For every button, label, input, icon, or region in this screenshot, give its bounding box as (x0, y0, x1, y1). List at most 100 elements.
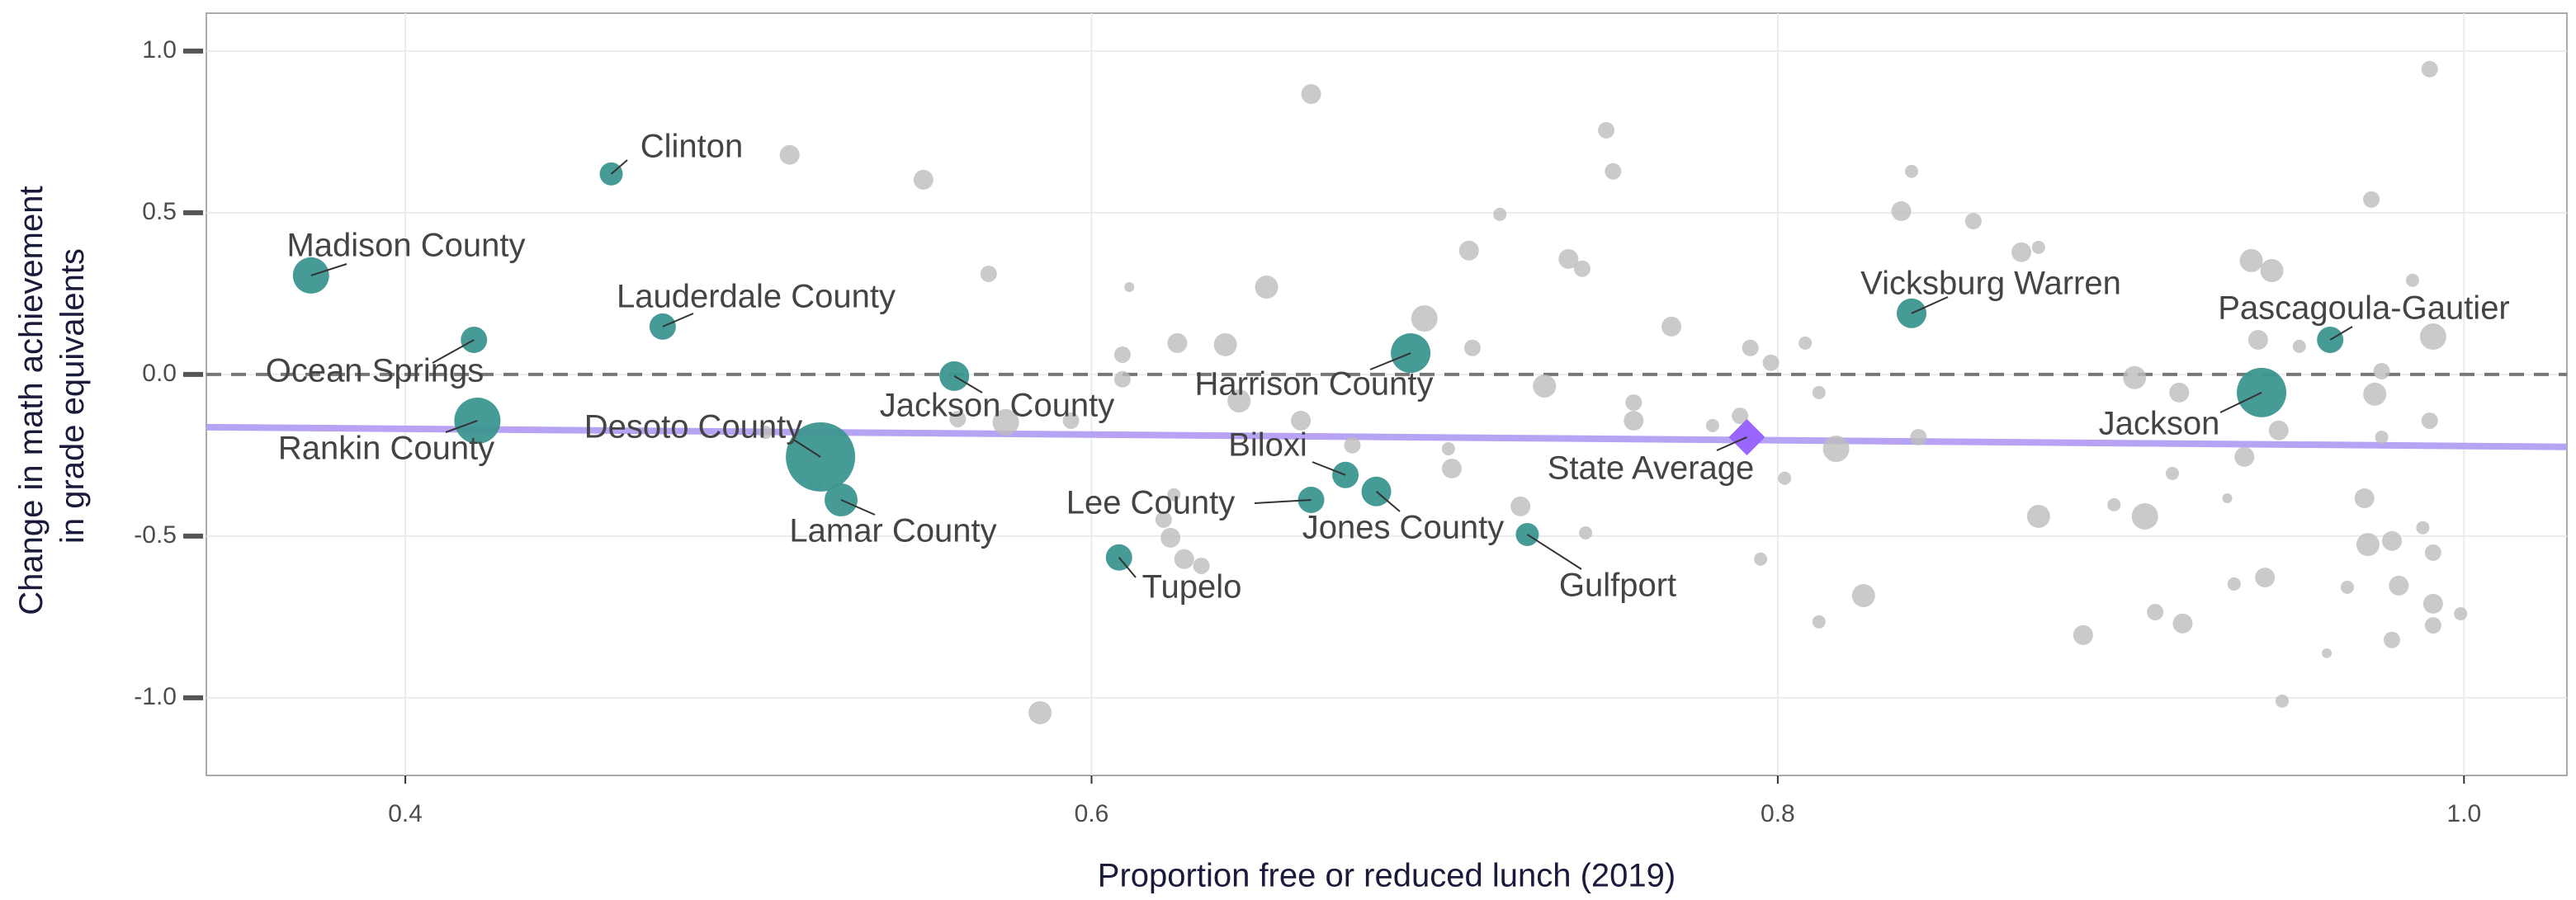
leader-line (310, 263, 347, 276)
point (949, 410, 967, 427)
point (1155, 511, 1172, 528)
x-tick-label: 0.8 (1761, 800, 1795, 827)
point (2147, 604, 2164, 621)
y-axis-title: Change in math achievement in grade equi… (13, 177, 91, 615)
point (1458, 240, 1479, 261)
point (1411, 305, 1438, 332)
x-tick-label: 0.4 (388, 800, 423, 827)
point (1742, 339, 1759, 356)
point (1661, 316, 1682, 337)
point (2165, 466, 2179, 480)
point-label: Jackson (2099, 406, 2220, 442)
point (2234, 446, 2255, 467)
point-label: Desoto County (584, 409, 803, 445)
point (2255, 568, 2276, 588)
y-tick-label: 0.0 (142, 360, 177, 387)
marks (292, 60, 2468, 724)
point (2389, 575, 2409, 596)
leader-line (662, 313, 694, 327)
point (2123, 365, 2147, 389)
point-label: Biloxi (1228, 427, 1307, 464)
point (1732, 408, 1749, 425)
point (1510, 496, 1531, 516)
point (786, 422, 856, 492)
grid: 0.4 0.6 0.8 1.0 1.0 0.5 0.0 -0.5 -1.0 (134, 13, 2568, 827)
leader-line (432, 339, 475, 364)
point (2383, 631, 2400, 648)
point (1028, 700, 1052, 724)
point (2011, 242, 2032, 262)
point (2354, 488, 2375, 509)
point-label: Harrison County (1194, 366, 1433, 403)
x-axis-title: Proportion free or reduced lunch (2019) (1098, 858, 1676, 894)
point (913, 169, 934, 190)
point (2363, 382, 2387, 406)
point (992, 408, 1019, 436)
point-label: Ocean Springs (266, 353, 484, 389)
point (1113, 370, 1131, 388)
point (980, 265, 997, 282)
leader-line (2219, 391, 2262, 413)
point (2381, 530, 2402, 551)
point (1344, 436, 1361, 454)
point (2275, 694, 2289, 708)
point (2405, 273, 2419, 287)
point (2172, 613, 2193, 634)
y-tick-label: -0.5 (134, 521, 177, 549)
point (1964, 213, 1982, 230)
point (2340, 580, 2354, 594)
point-label: Pascagoula-Gautier (2218, 290, 2510, 327)
point (759, 426, 773, 440)
point (1778, 471, 1792, 485)
point (2424, 617, 2441, 634)
x-tick-label: 1.0 (2446, 800, 2481, 827)
point (1598, 121, 1615, 139)
leader-line (1254, 498, 1312, 504)
point (2222, 493, 2233, 504)
point (779, 144, 800, 165)
point-label: Lauderdale County (617, 279, 896, 315)
point (1167, 488, 1181, 502)
point (2073, 624, 2093, 645)
point (2107, 497, 2121, 511)
point (2169, 382, 2190, 403)
point (1113, 346, 1131, 363)
point-label: Tupelo (1142, 569, 1242, 605)
leader-line (1716, 436, 1747, 451)
leader-line (1526, 534, 1582, 570)
point (2419, 323, 2446, 351)
leader-line (610, 159, 628, 175)
point (1174, 549, 1194, 569)
point (2356, 533, 2380, 557)
point (1891, 200, 1912, 221)
point (2131, 502, 2158, 530)
point (1605, 163, 1622, 180)
point (2248, 329, 2268, 350)
point (2260, 259, 2284, 283)
point (1493, 207, 1507, 221)
point-label: Lee County (1066, 485, 1236, 521)
y-tick-label: -1.0 (134, 683, 177, 710)
x-tick-label: 0.6 (1075, 800, 1109, 827)
leader-line (1369, 352, 1411, 370)
point (2373, 362, 2390, 379)
point (2422, 593, 2443, 614)
point (1213, 332, 1237, 356)
point (1160, 527, 1181, 548)
point (1463, 339, 1481, 356)
point-label: State Average (1548, 450, 1755, 487)
point (2292, 339, 2306, 353)
point-label: Jackson County (880, 388, 1115, 424)
point-label: Rankin County (278, 431, 494, 467)
point (1441, 458, 1462, 478)
point-label: Jones County (1302, 510, 1505, 546)
point (1754, 552, 1768, 566)
point (1812, 385, 1826, 399)
point (1851, 584, 1875, 608)
point (2375, 430, 2389, 444)
leader-line (1118, 557, 1137, 578)
y-tick-label: 0.5 (142, 198, 177, 225)
point (1441, 442, 1455, 456)
point (1625, 393, 1642, 411)
